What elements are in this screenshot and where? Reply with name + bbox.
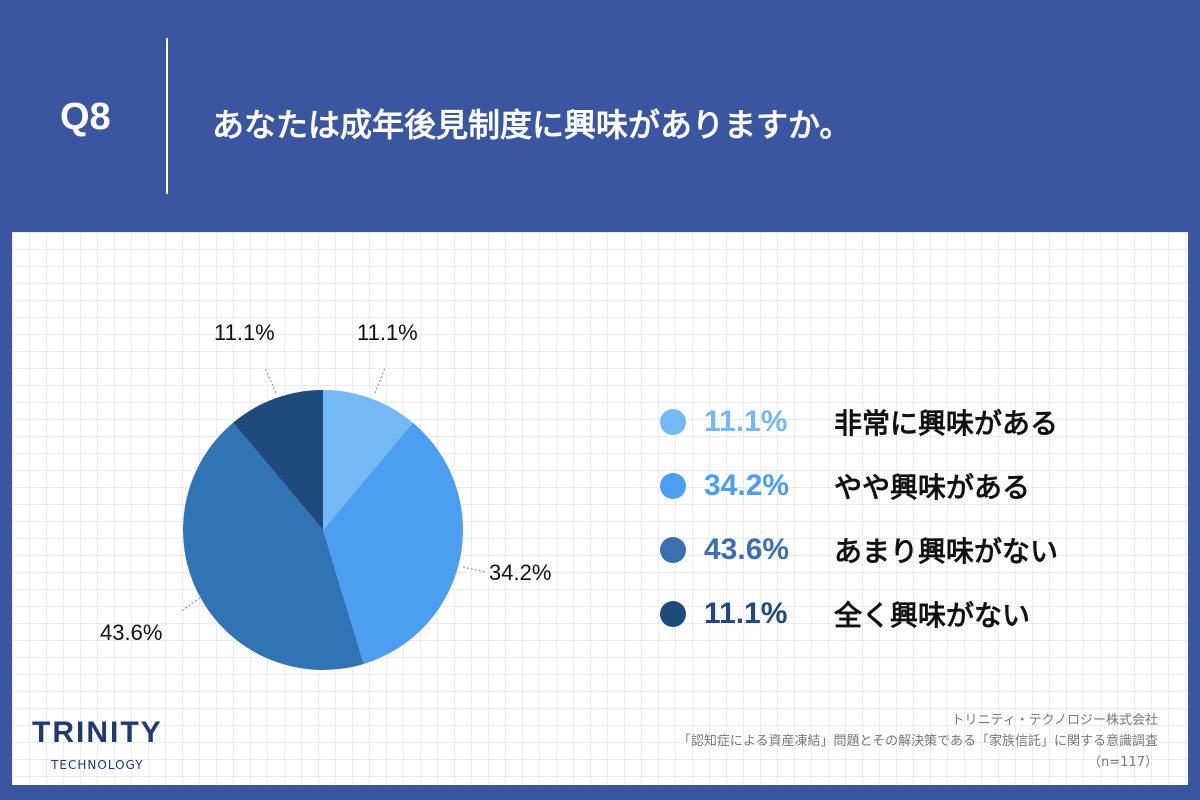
legend-dot-icon [660, 409, 686, 435]
pie-label-4: 11.1% [214, 320, 275, 345]
question-number: Q8 [60, 96, 111, 138]
pie-label-2: 34.2% [489, 560, 552, 585]
pie-label-1: 11.1% [357, 320, 418, 345]
legend-dot-icon [660, 537, 686, 563]
pie-slice [233, 390, 323, 530]
legend-item: 34.2% やや興味がある [660, 454, 1058, 518]
pie-slice [182, 422, 364, 670]
pie-label-3: 43.6% [100, 620, 163, 645]
legend: 11.1% 非常に興味がある 34.2% やや興味がある 43.6% あまり興味がない… [660, 390, 1058, 646]
legend-item: 11.1% 全く興味がない [660, 582, 1058, 646]
legend-dot-icon [660, 473, 686, 499]
pie-slice [323, 390, 413, 530]
legend-item: 11.1% 非常に興味がある [660, 390, 1058, 454]
question-title: あなたは成年後見制度に興味がありますか。 [212, 106, 852, 144]
source-note: トリニティ・テクノロジー株式会社 「認知症による資産凍結」問題とその解決策である… [677, 713, 1158, 770]
trinity-logo: TRINITY TECHNOLOGY [32, 716, 163, 772]
legend-dot-icon [660, 601, 686, 627]
legend-item: 43.6% あまり興味がない [660, 518, 1058, 582]
divider [166, 38, 168, 194]
pie-slice [323, 422, 464, 664]
